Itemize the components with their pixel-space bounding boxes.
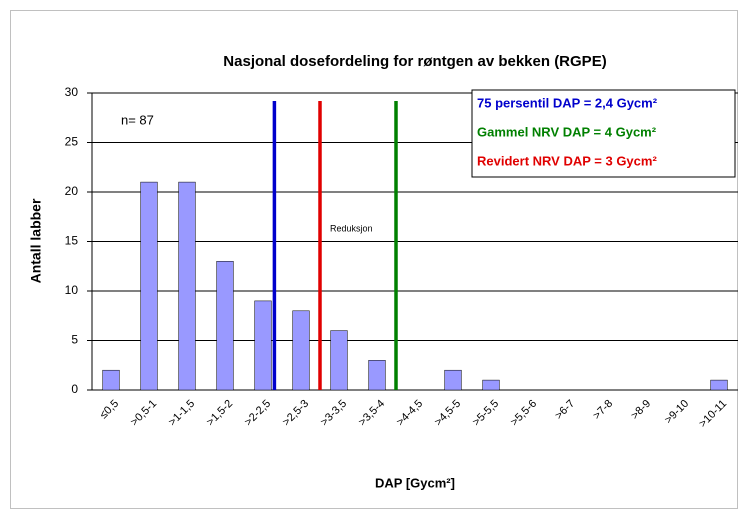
bar [102, 369, 120, 391]
y-tick-label: 10 [65, 283, 79, 297]
bar [178, 181, 196, 391]
y-tick-label: 20 [65, 184, 79, 198]
chart-title: Nasjonal dosefordeling for røntgen av be… [223, 53, 606, 70]
annotation: Reduksjon [330, 223, 373, 233]
y-tick-label: 25 [65, 135, 79, 149]
legend-entry: 75 persentil DAP = 2,4 Gycm² [477, 95, 658, 110]
bar [368, 360, 386, 391]
y-tick-label: 5 [71, 333, 78, 347]
legend-entry: Revidert NRV DAP = 3 Gycm² [477, 153, 657, 168]
y-tick-label: 15 [65, 234, 79, 248]
y-axis-label: Antall labber [28, 198, 44, 283]
y-tick-label: 0 [71, 382, 78, 396]
bar [330, 330, 348, 391]
bar [254, 300, 272, 391]
legend-box [471, 89, 736, 178]
bar [444, 369, 462, 391]
bar [216, 261, 234, 391]
bar [140, 181, 158, 391]
y-tick-label: 30 [65, 85, 79, 99]
annotation: n= 87 [121, 112, 154, 127]
legend-entry: Gammel NRV DAP = 4 Gycm² [477, 124, 657, 139]
bar [482, 379, 500, 391]
chart-frame [10, 10, 738, 509]
bar [710, 379, 728, 391]
x-axis-label: DAP [Gycm²] [375, 475, 455, 490]
bar [292, 310, 310, 391]
